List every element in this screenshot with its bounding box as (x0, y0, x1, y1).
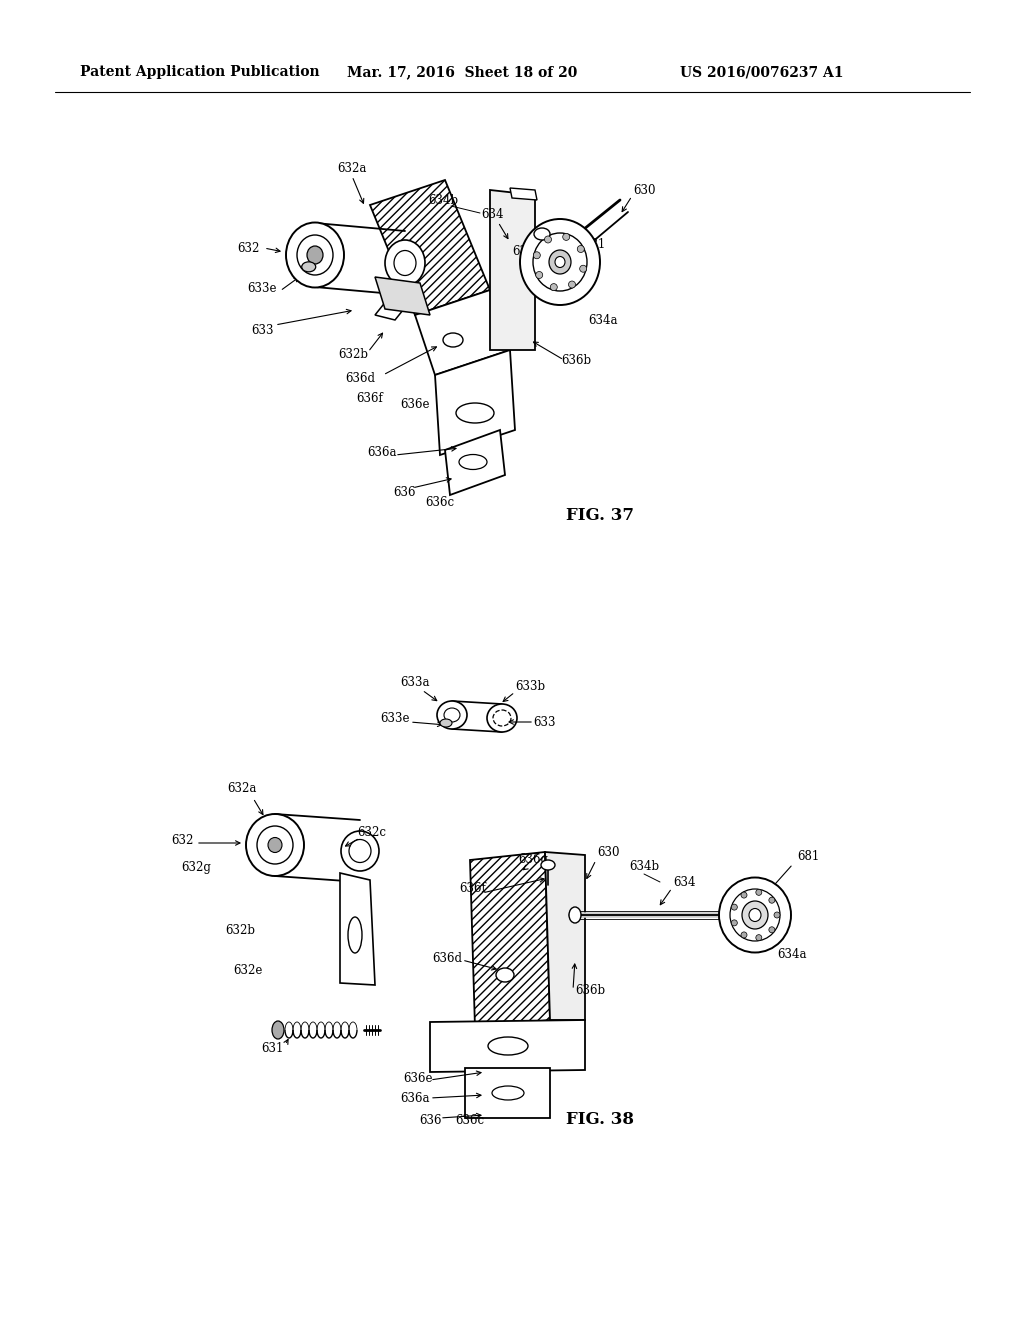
Text: 632c: 632c (357, 825, 386, 838)
Text: 636c: 636c (456, 1114, 484, 1126)
Ellipse shape (741, 932, 746, 939)
Text: 632a: 632a (337, 161, 367, 174)
Text: 636e: 636e (400, 397, 430, 411)
Ellipse shape (756, 935, 762, 941)
Ellipse shape (341, 832, 379, 871)
Text: 630: 630 (597, 846, 620, 858)
Polygon shape (370, 180, 490, 315)
Text: 632b: 632b (225, 924, 255, 936)
Text: 681: 681 (583, 238, 605, 251)
Polygon shape (430, 1020, 585, 1072)
Text: 636d: 636d (432, 952, 462, 965)
Ellipse shape (563, 234, 569, 240)
Ellipse shape (520, 219, 600, 305)
Text: 636b: 636b (574, 983, 605, 997)
Ellipse shape (741, 892, 746, 898)
Polygon shape (375, 290, 415, 319)
Ellipse shape (545, 236, 552, 243)
Text: 636: 636 (394, 486, 416, 499)
Text: Mar. 17, 2016  Sheet 18 of 20: Mar. 17, 2016 Sheet 18 of 20 (347, 65, 578, 79)
Text: 632a: 632a (227, 781, 257, 795)
Text: 636b: 636b (561, 354, 591, 367)
Text: 636d: 636d (345, 371, 375, 384)
Ellipse shape (550, 284, 557, 290)
Text: 632b: 632b (338, 348, 368, 362)
Text: 633e: 633e (247, 281, 276, 294)
Ellipse shape (286, 223, 344, 288)
Text: 631: 631 (261, 1041, 284, 1055)
Ellipse shape (578, 246, 585, 252)
Ellipse shape (534, 252, 541, 259)
Ellipse shape (769, 898, 775, 903)
Text: 633a: 633a (400, 676, 430, 689)
Ellipse shape (731, 920, 737, 925)
Polygon shape (465, 1068, 550, 1118)
Text: 630: 630 (634, 183, 656, 197)
Text: 633: 633 (534, 715, 556, 729)
Text: 634b: 634b (428, 194, 458, 206)
Text: 636: 636 (419, 1114, 441, 1126)
Text: FIG. 38: FIG. 38 (566, 1111, 634, 1129)
Ellipse shape (769, 927, 775, 933)
Text: 636a: 636a (368, 446, 396, 458)
Ellipse shape (246, 814, 304, 876)
Ellipse shape (549, 249, 571, 275)
Polygon shape (510, 187, 537, 201)
Ellipse shape (307, 246, 323, 264)
Text: 633b: 633b (515, 680, 545, 693)
Ellipse shape (719, 878, 791, 953)
Ellipse shape (568, 281, 575, 288)
Text: 633: 633 (251, 323, 273, 337)
Polygon shape (435, 350, 515, 455)
Ellipse shape (268, 837, 282, 853)
Ellipse shape (536, 272, 543, 279)
Text: 636c: 636c (425, 495, 455, 508)
Text: 636f: 636f (460, 882, 486, 895)
Polygon shape (470, 851, 550, 1028)
Ellipse shape (443, 333, 463, 347)
Ellipse shape (569, 907, 581, 923)
Text: 632: 632 (237, 242, 259, 255)
Ellipse shape (580, 265, 587, 272)
Text: 636g: 636g (518, 854, 548, 866)
Text: 681: 681 (797, 850, 819, 862)
Text: 633e: 633e (380, 711, 410, 725)
Text: 634b: 634b (629, 861, 659, 874)
Ellipse shape (541, 861, 555, 870)
Ellipse shape (756, 890, 762, 895)
Text: 632g: 632g (181, 862, 211, 874)
Text: 634: 634 (480, 209, 503, 222)
Text: 632e: 632e (233, 964, 263, 977)
Ellipse shape (742, 902, 768, 929)
Polygon shape (490, 190, 535, 350)
Polygon shape (445, 430, 505, 495)
Text: 636g: 636g (512, 246, 542, 259)
Text: 636a: 636a (400, 1092, 430, 1105)
Polygon shape (415, 290, 510, 375)
Polygon shape (375, 277, 430, 315)
Text: 634a: 634a (777, 949, 807, 961)
Ellipse shape (749, 908, 761, 921)
Ellipse shape (437, 701, 467, 729)
Ellipse shape (302, 261, 315, 272)
Text: Patent Application Publication: Patent Application Publication (80, 65, 319, 79)
Text: FIG. 37: FIG. 37 (566, 507, 634, 524)
Text: 634a: 634a (588, 314, 617, 326)
Text: 636f: 636f (356, 392, 383, 404)
Ellipse shape (440, 719, 452, 727)
Ellipse shape (385, 240, 425, 286)
Polygon shape (340, 873, 375, 985)
Text: 636e: 636e (403, 1072, 433, 1085)
Ellipse shape (731, 904, 737, 909)
Ellipse shape (774, 912, 780, 917)
Text: 632: 632 (171, 833, 194, 846)
Polygon shape (545, 851, 585, 1020)
Ellipse shape (534, 228, 550, 240)
Text: US 2016/0076237 A1: US 2016/0076237 A1 (680, 65, 844, 79)
Text: 634: 634 (673, 875, 695, 888)
Ellipse shape (496, 968, 514, 982)
Ellipse shape (555, 256, 565, 268)
Ellipse shape (487, 704, 517, 733)
Ellipse shape (272, 1020, 284, 1039)
